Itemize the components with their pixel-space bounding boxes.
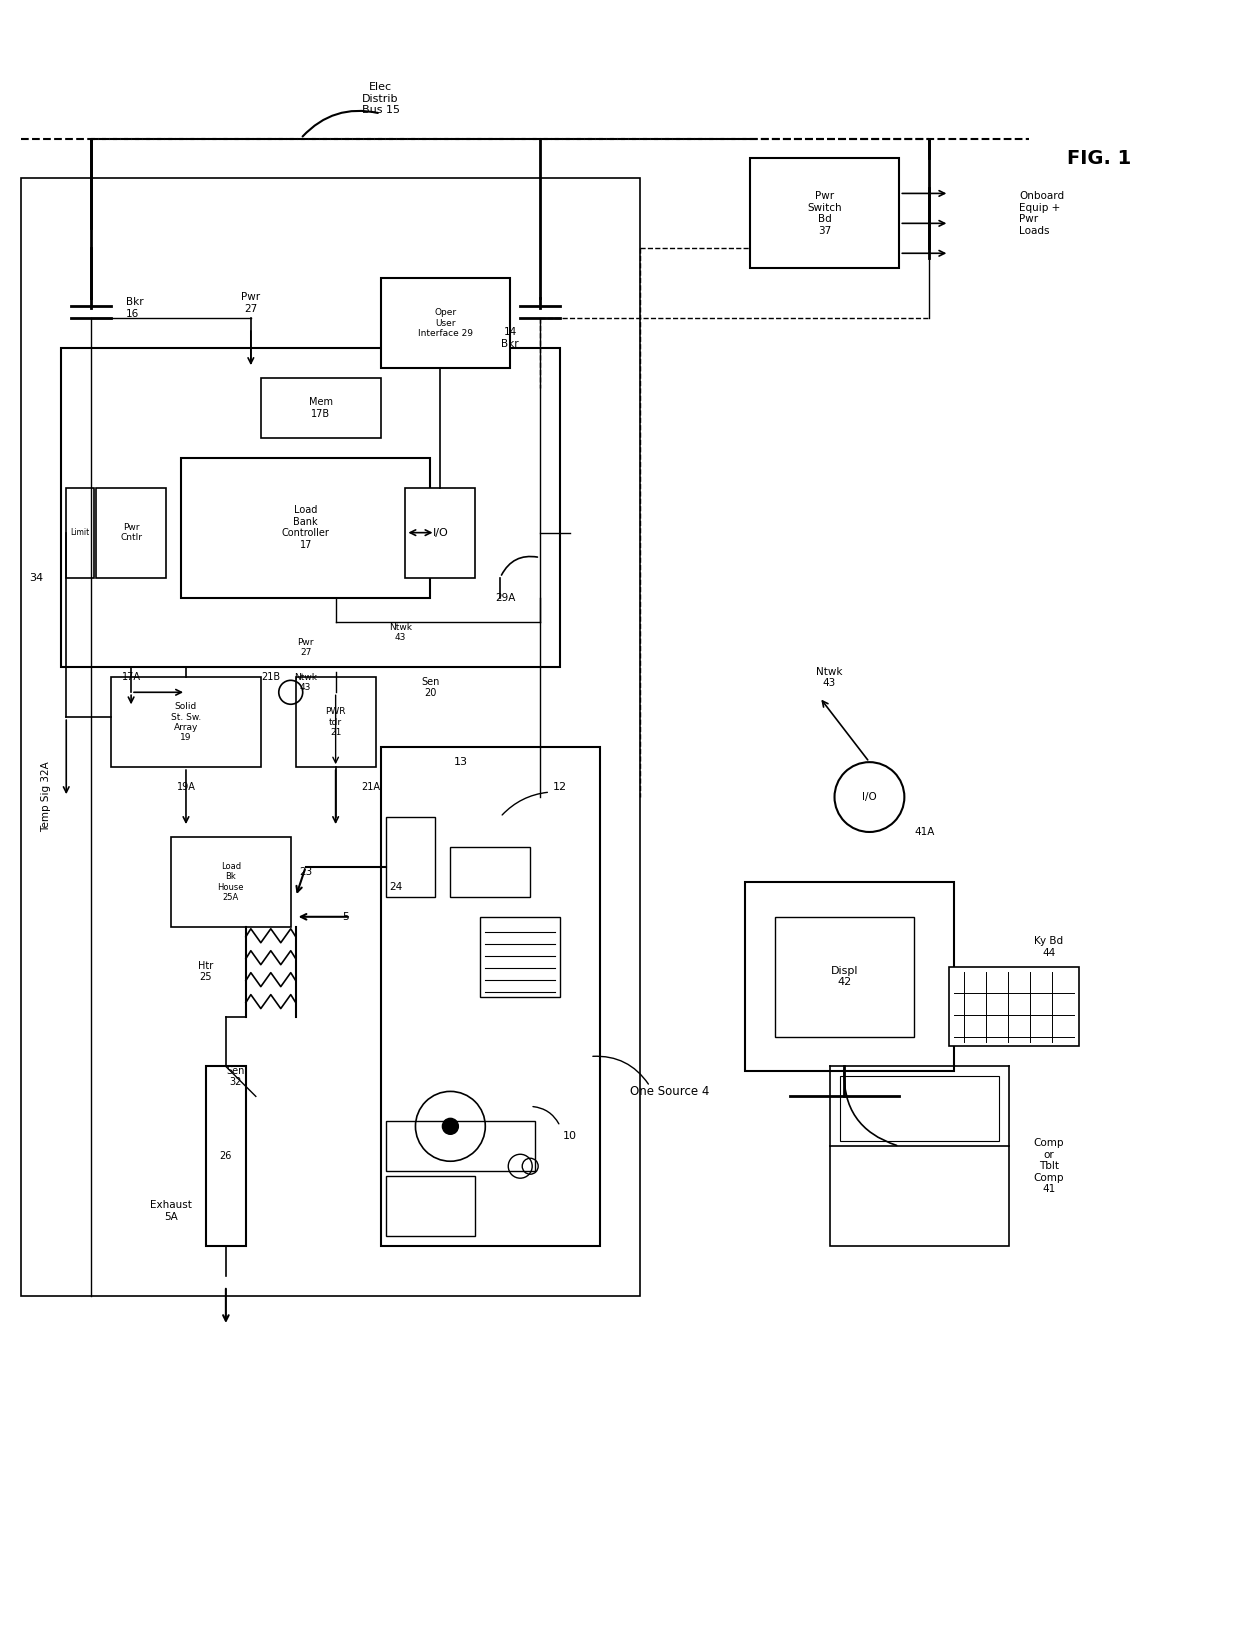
Text: 21B: 21B <box>262 672 280 682</box>
Text: Onboard
Equip +
Pwr
Loads: Onboard Equip + Pwr Loads <box>1019 191 1064 236</box>
FancyBboxPatch shape <box>480 917 560 996</box>
Text: PWR
tdr
21: PWR tdr 21 <box>325 707 346 738</box>
FancyBboxPatch shape <box>775 917 914 1036</box>
Text: Sen
32: Sen 32 <box>227 1066 246 1087</box>
Text: Htr
25: Htr 25 <box>198 960 213 983</box>
FancyBboxPatch shape <box>171 837 290 927</box>
Text: Pwr
27: Pwr 27 <box>242 293 260 315</box>
Text: 26: 26 <box>219 1151 232 1161</box>
FancyBboxPatch shape <box>381 748 600 1247</box>
Text: Oper
User
Interface 29: Oper User Interface 29 <box>418 308 472 338</box>
FancyBboxPatch shape <box>295 677 376 768</box>
Text: Pwr
Switch
Bd
37: Pwr Switch Bd 37 <box>807 191 842 236</box>
FancyBboxPatch shape <box>112 677 260 768</box>
FancyBboxPatch shape <box>66 488 94 578</box>
FancyBboxPatch shape <box>745 881 955 1072</box>
FancyBboxPatch shape <box>950 967 1079 1046</box>
Text: 21A: 21A <box>361 782 381 792</box>
Text: 24: 24 <box>389 881 402 893</box>
FancyBboxPatch shape <box>260 379 381 438</box>
Text: 13: 13 <box>454 758 467 768</box>
Text: Load
Bk
House
25A: Load Bk House 25A <box>218 861 244 903</box>
Text: Sen
20: Sen 20 <box>422 677 440 698</box>
Text: 41A: 41A <box>914 827 935 837</box>
Text: One Source 4: One Source 4 <box>630 1085 709 1099</box>
Text: 23: 23 <box>299 866 312 876</box>
Text: Ntwk
43: Ntwk 43 <box>389 623 412 642</box>
Text: I/O: I/O <box>433 527 449 537</box>
FancyBboxPatch shape <box>830 1146 1009 1247</box>
Text: FIG. 1: FIG. 1 <box>1066 148 1131 168</box>
FancyBboxPatch shape <box>97 488 166 578</box>
Text: 10: 10 <box>563 1131 577 1141</box>
Text: Mem
17B: Mem 17B <box>309 397 332 418</box>
Text: I/O: I/O <box>862 792 877 802</box>
FancyBboxPatch shape <box>750 158 899 268</box>
Text: Temp Sig 32A: Temp Sig 32A <box>41 761 51 832</box>
FancyBboxPatch shape <box>386 817 435 898</box>
FancyBboxPatch shape <box>450 847 531 898</box>
Text: Pwr
Cntlr: Pwr Cntlr <box>120 524 143 542</box>
Text: 34: 34 <box>30 573 43 583</box>
FancyBboxPatch shape <box>405 488 475 578</box>
FancyBboxPatch shape <box>386 1122 536 1171</box>
Text: 5: 5 <box>342 912 348 922</box>
Text: Ky Bd
44: Ky Bd 44 <box>1034 935 1064 957</box>
Text: Displ
42: Displ 42 <box>831 965 858 988</box>
Text: Ntwk
43: Ntwk 43 <box>816 667 843 688</box>
Text: 17A: 17A <box>122 672 140 682</box>
Text: 14
Bkr: 14 Bkr <box>501 328 520 349</box>
Text: Exhaust
5A: Exhaust 5A <box>150 1201 192 1222</box>
Circle shape <box>443 1118 459 1135</box>
Text: Ntwk
43: Ntwk 43 <box>294 672 317 692</box>
FancyBboxPatch shape <box>381 278 510 367</box>
FancyBboxPatch shape <box>61 348 560 667</box>
Text: Limit: Limit <box>71 529 89 537</box>
FancyBboxPatch shape <box>21 178 640 1296</box>
Text: Solid
St. Sw.
Array
19: Solid St. Sw. Array 19 <box>171 702 201 743</box>
Text: 19A: 19A <box>176 782 196 792</box>
Text: Comp
or
Tblt
Comp
41: Comp or Tblt Comp 41 <box>1034 1138 1064 1194</box>
Text: 12: 12 <box>553 782 567 792</box>
Text: Pwr
27: Pwr 27 <box>298 637 314 657</box>
Text: Bkr
16: Bkr 16 <box>126 298 144 320</box>
FancyBboxPatch shape <box>839 1077 999 1141</box>
Text: 29A: 29A <box>495 593 516 603</box>
Text: Load
Bank
Controller
17: Load Bank Controller 17 <box>281 506 330 550</box>
FancyBboxPatch shape <box>386 1176 475 1237</box>
FancyBboxPatch shape <box>181 458 430 598</box>
Text: Elec
Distrib
Bus 15: Elec Distrib Bus 15 <box>362 82 399 115</box>
FancyBboxPatch shape <box>206 1067 246 1247</box>
